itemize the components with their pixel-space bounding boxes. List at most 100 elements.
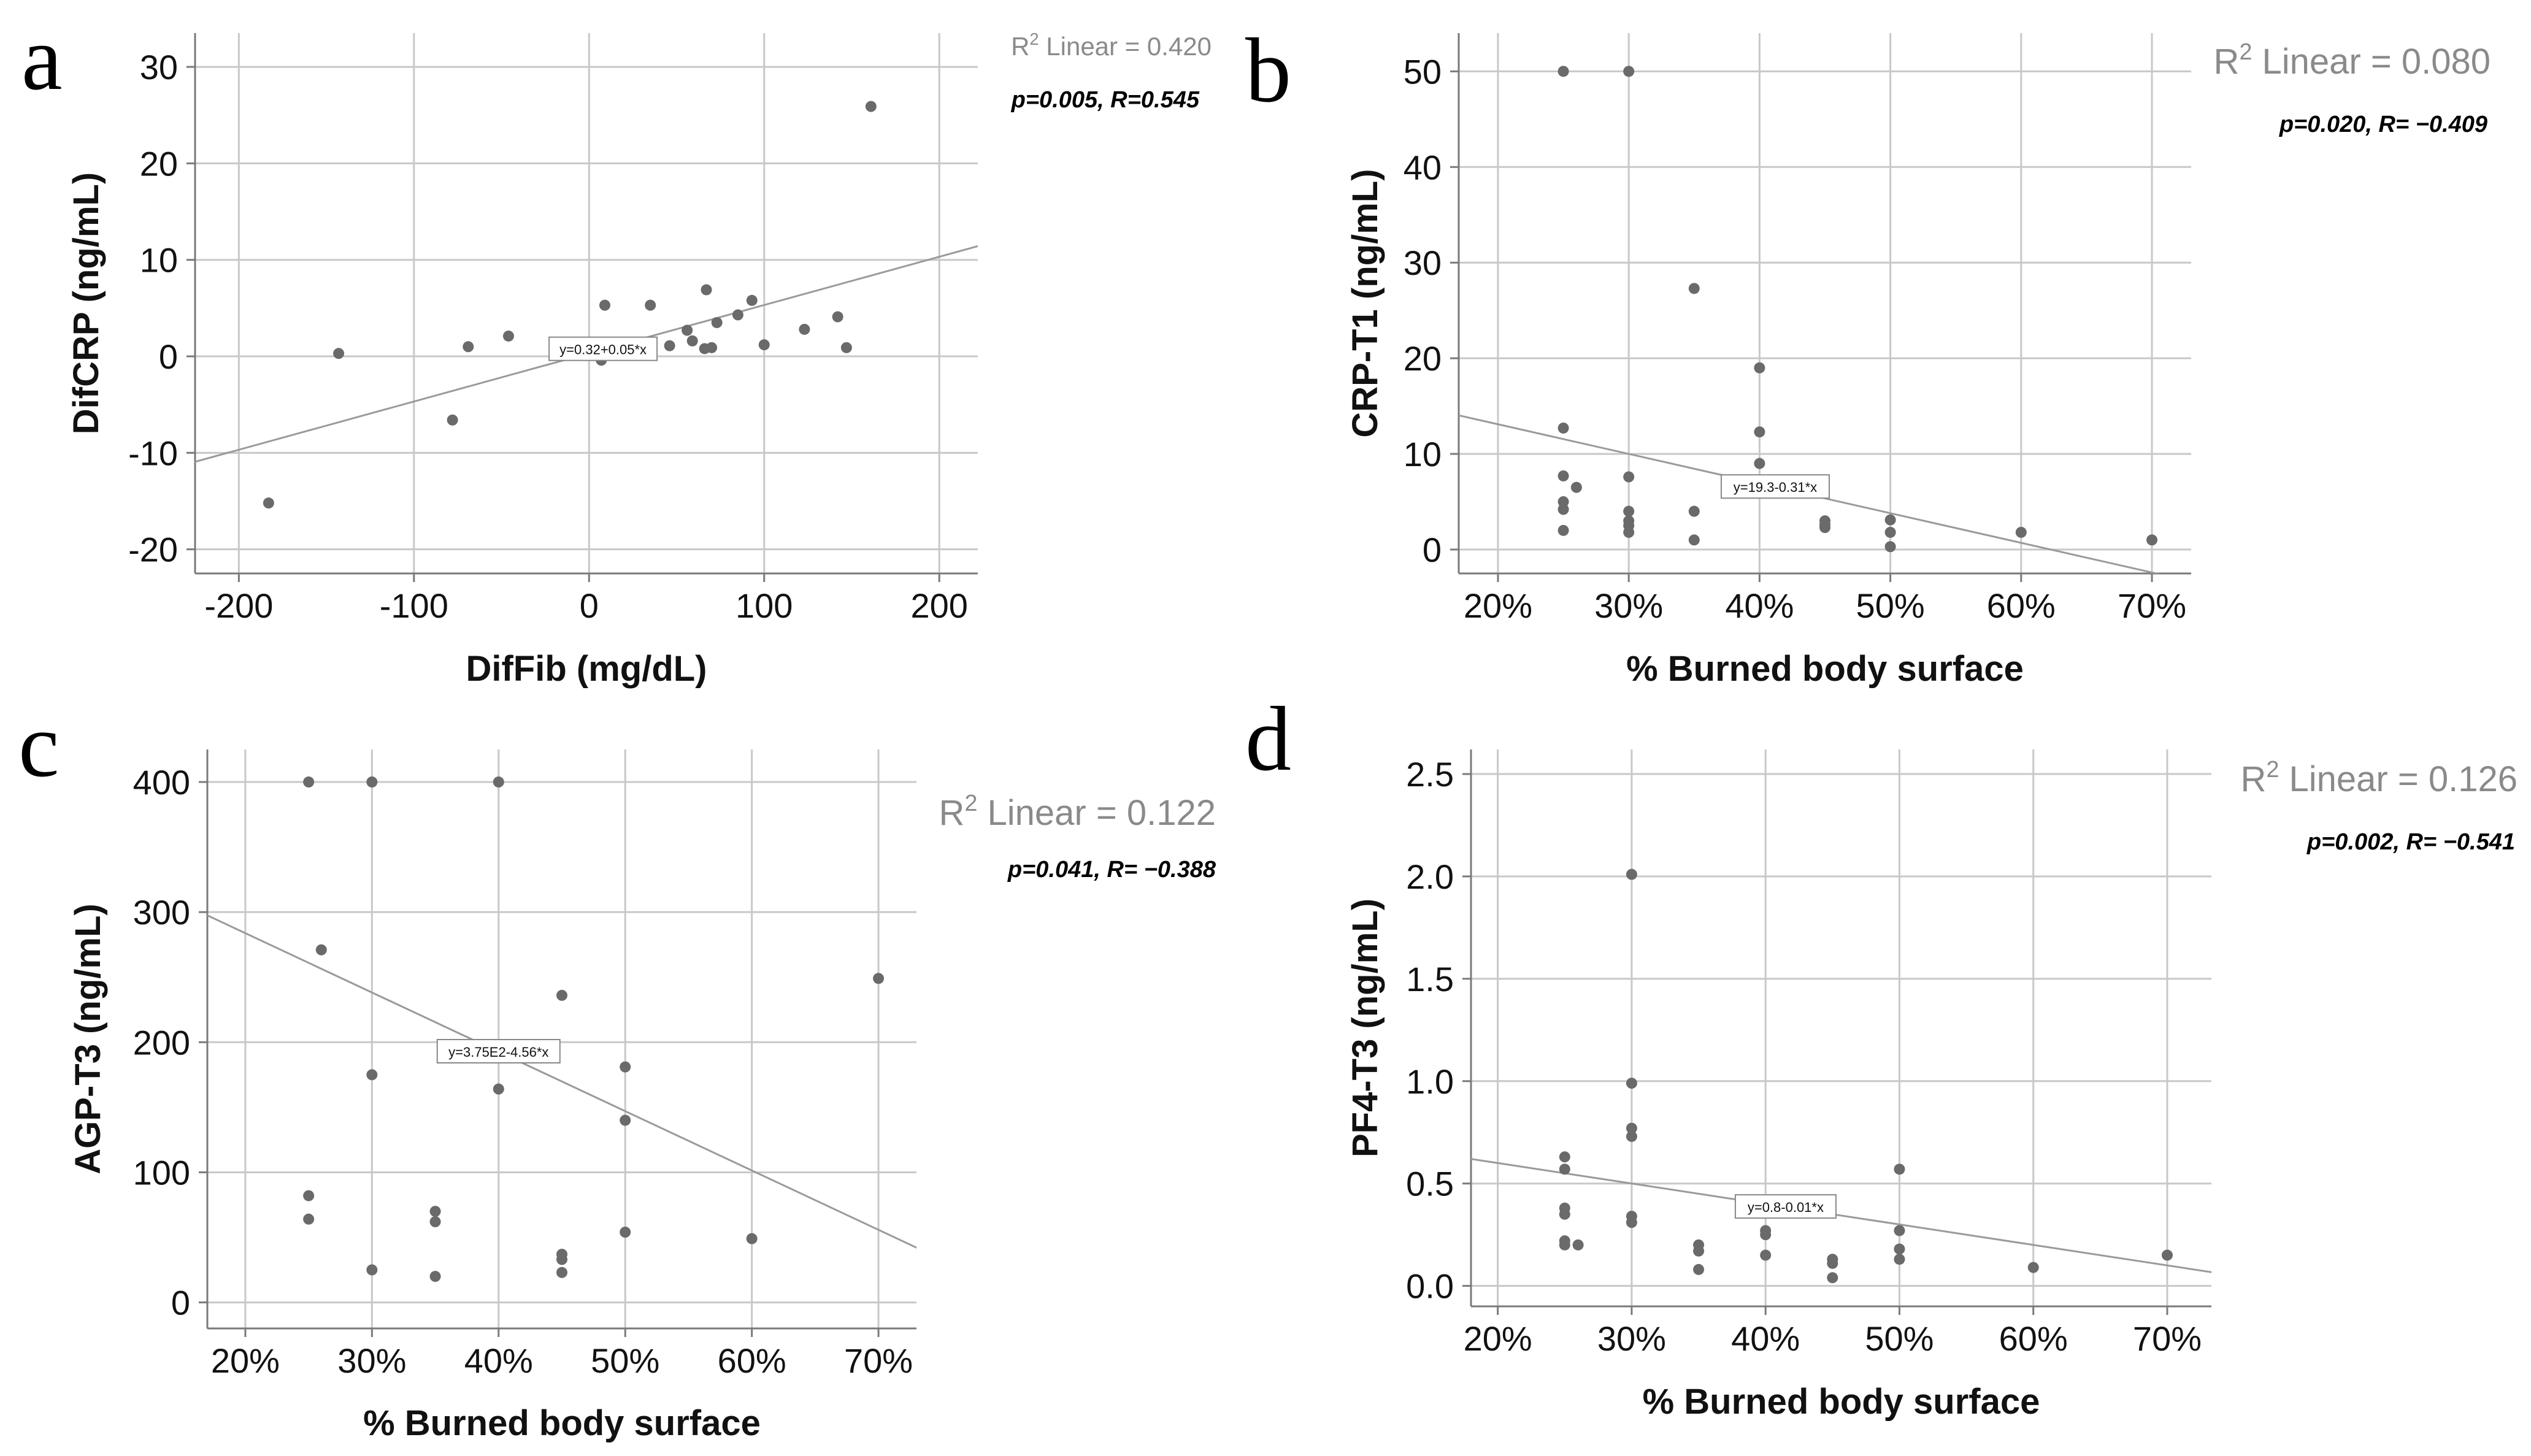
r2-symbol: R xyxy=(2241,759,2267,799)
data-point xyxy=(664,340,675,351)
panel-letter: b xyxy=(1245,20,1291,121)
data-point xyxy=(1754,426,1765,438)
r2-superscript: 2 xyxy=(964,790,977,816)
data-point xyxy=(620,1061,631,1073)
fit-equation-label: y=19.3-0.31*x xyxy=(1720,474,1830,499)
y-tick-label: 1.5 xyxy=(1406,960,1454,998)
data-point xyxy=(1557,422,1569,434)
data-point xyxy=(429,1271,441,1282)
y-tick-label: 300 xyxy=(133,893,190,932)
data-point xyxy=(1557,66,1569,77)
data-point xyxy=(620,1114,631,1126)
data-point xyxy=(746,294,758,306)
data-point xyxy=(599,299,610,311)
r2-value: Linear = 0.122 xyxy=(977,793,1216,833)
y-tick-label: 2.5 xyxy=(1406,755,1454,794)
data-point xyxy=(711,316,723,328)
y-tick-label: 30 xyxy=(1404,243,1442,282)
data-point xyxy=(1557,470,1569,481)
data-point xyxy=(1623,526,1635,538)
y-tick-label: 0 xyxy=(171,1284,190,1322)
fit-equation-text: y=19.3-0.31*x xyxy=(1734,480,1817,495)
x-tick-label: 40% xyxy=(1731,1319,1800,1358)
data-point xyxy=(2015,526,2027,538)
x-tick-label: 60% xyxy=(1999,1319,2068,1358)
data-point xyxy=(1894,1225,1905,1236)
data-point xyxy=(556,1266,567,1278)
stats-label: p=0.002, R= −0.541 xyxy=(2306,829,2515,855)
x-axis-title: DifFib (mg/dL) xyxy=(466,649,707,689)
plot-area xyxy=(195,33,978,573)
data-point xyxy=(366,1264,378,1276)
y-tick-label: -10 xyxy=(128,434,178,472)
x-tick-label: 70% xyxy=(2118,586,2186,625)
data-point xyxy=(1688,283,1700,294)
x-tick-label: 0 xyxy=(580,586,599,625)
data-point xyxy=(1819,522,1830,534)
data-point xyxy=(1559,1239,1570,1251)
data-point xyxy=(1688,505,1700,517)
chart-panel-d: 20% 30% 40% 50% 60% 70% 0.0 0.5 1.0 1.5 2.0 2.5 y=0.… xyxy=(1245,688,2518,1422)
x-tick-label: 30% xyxy=(1597,1319,1666,1358)
data-point xyxy=(1884,514,1896,526)
fit-equation-box xyxy=(1720,474,1830,499)
x-axis-title: % Burned body surface xyxy=(363,1403,761,1443)
data-point xyxy=(1557,524,1569,536)
y-tick-label: 200 xyxy=(133,1023,190,1062)
data-point xyxy=(2027,1262,2039,1273)
data-point xyxy=(2161,1249,2173,1261)
fit-equation-label: y=3.75E2-4.56*x xyxy=(436,1039,561,1064)
data-point xyxy=(447,414,458,426)
regression-line xyxy=(1471,1158,2211,1273)
r2-superscript: 2 xyxy=(2239,39,2252,64)
y-tick-label: -20 xyxy=(128,531,178,569)
data-point xyxy=(686,335,698,347)
fit-equation-label: y=0.32+0.05*x xyxy=(548,336,658,361)
y-tick-label: 30 xyxy=(140,48,178,86)
data-point xyxy=(429,1216,441,1228)
data-point xyxy=(1626,1217,1637,1228)
data-point xyxy=(366,776,378,788)
data-point xyxy=(1559,1151,1570,1163)
data-point xyxy=(303,1213,315,1225)
r2-label: R2 Linear = 0.080 xyxy=(2214,39,2491,82)
data-point xyxy=(1572,1239,1584,1251)
data-point xyxy=(1760,1249,1772,1261)
y-axis-title: CRP-T1 (ng/mL) xyxy=(1345,169,1385,437)
data-point xyxy=(620,1227,631,1238)
data-point xyxy=(1626,1078,1637,1089)
x-tick-label: 30% xyxy=(1594,586,1663,625)
stats-label: p=0.005, R=0.545 xyxy=(1011,87,1200,113)
data-point xyxy=(1626,868,1637,880)
y-axis-title: AGP-T3 (ng/mL) xyxy=(68,903,108,1174)
stats-label: p=0.020, R= −0.409 xyxy=(2279,112,2487,137)
x-tick-label: 100 xyxy=(735,586,793,625)
data-point xyxy=(502,330,514,342)
data-point xyxy=(682,324,693,336)
data-point xyxy=(1884,526,1896,538)
x-tick-label: -200 xyxy=(204,586,273,625)
fit-equation-label: y=0.8-0.01*x xyxy=(1734,1194,1837,1219)
x-tick-label: 70% xyxy=(844,1341,913,1380)
data-point xyxy=(263,497,274,509)
fit-equation-box xyxy=(436,1039,561,1064)
data-point xyxy=(2146,534,2158,546)
data-point xyxy=(746,1233,758,1244)
chart-panel-b: 20% 30% 40% 50% 60% 70% 0 10 20 30 40 50 y=19.3-0.31… xyxy=(1245,20,2491,689)
y-tick-label: 100 xyxy=(133,1153,190,1192)
y-axis-title: DifCRP (ng/mL) xyxy=(66,172,106,434)
y-tick-label: 1.0 xyxy=(1406,1062,1454,1101)
data-point xyxy=(303,776,315,788)
data-point xyxy=(1760,1229,1772,1241)
r2-label: R2 Linear = 0.420 xyxy=(1011,29,1212,61)
data-point xyxy=(1754,458,1765,469)
data-point xyxy=(1894,1243,1905,1255)
data-point xyxy=(429,1206,441,1217)
r2-label: R2 Linear = 0.122 xyxy=(939,790,1216,833)
x-axis-title: % Burned body surface xyxy=(1626,649,2024,689)
data-point xyxy=(1557,496,1569,508)
y-tick-label: 10 xyxy=(140,241,178,280)
data-point xyxy=(1894,1163,1905,1175)
x-tick-label: 60% xyxy=(1987,586,2056,625)
